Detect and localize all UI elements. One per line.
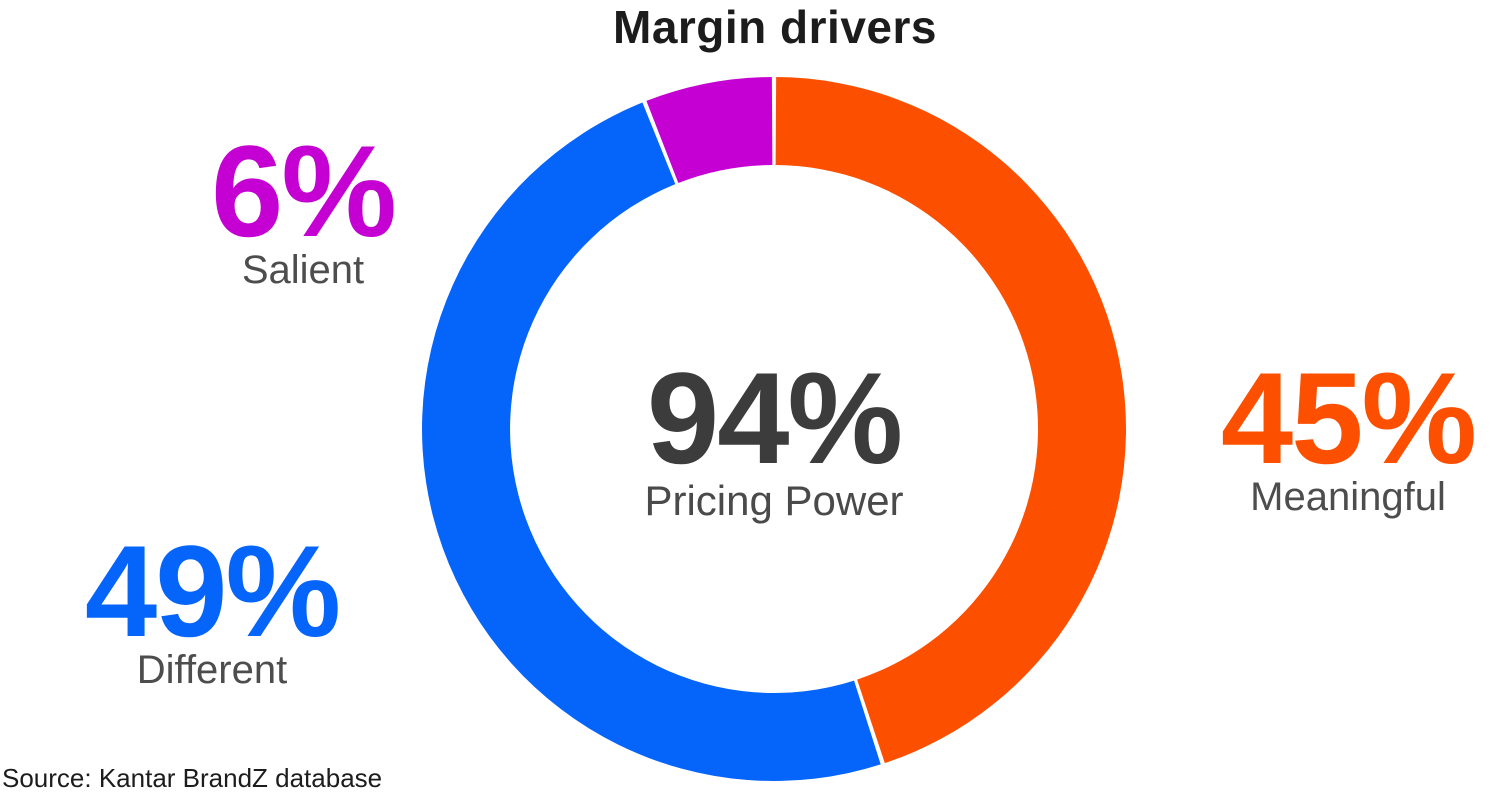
meaningful-label: Meaningful (1250, 475, 1446, 519)
callout-salient: 6% Salient (211, 118, 397, 293)
callout-meaningful: 45% Meaningful (1220, 345, 1477, 520)
center-value: 94% (646, 345, 903, 491)
donut-segment-meaningful (775, 77, 1126, 764)
donut-segment-salient (646, 77, 773, 183)
center-label: Pricing Power (644, 477, 904, 524)
salient-value: 6% (211, 118, 397, 264)
callout-different: 49% Different (84, 518, 341, 693)
salient-label: Salient (241, 248, 365, 292)
different-value: 49% (84, 518, 341, 664)
different-label: Different (136, 648, 288, 692)
donut-center-text: 94% Pricing Power (644, 353, 903, 525)
donut-segment-different (422, 102, 881, 781)
meaningful-value: 45% (1220, 345, 1477, 491)
source-note: Source: Kantar BrandZ database (2, 763, 383, 793)
chart-title: Margin drivers (613, 1, 937, 53)
